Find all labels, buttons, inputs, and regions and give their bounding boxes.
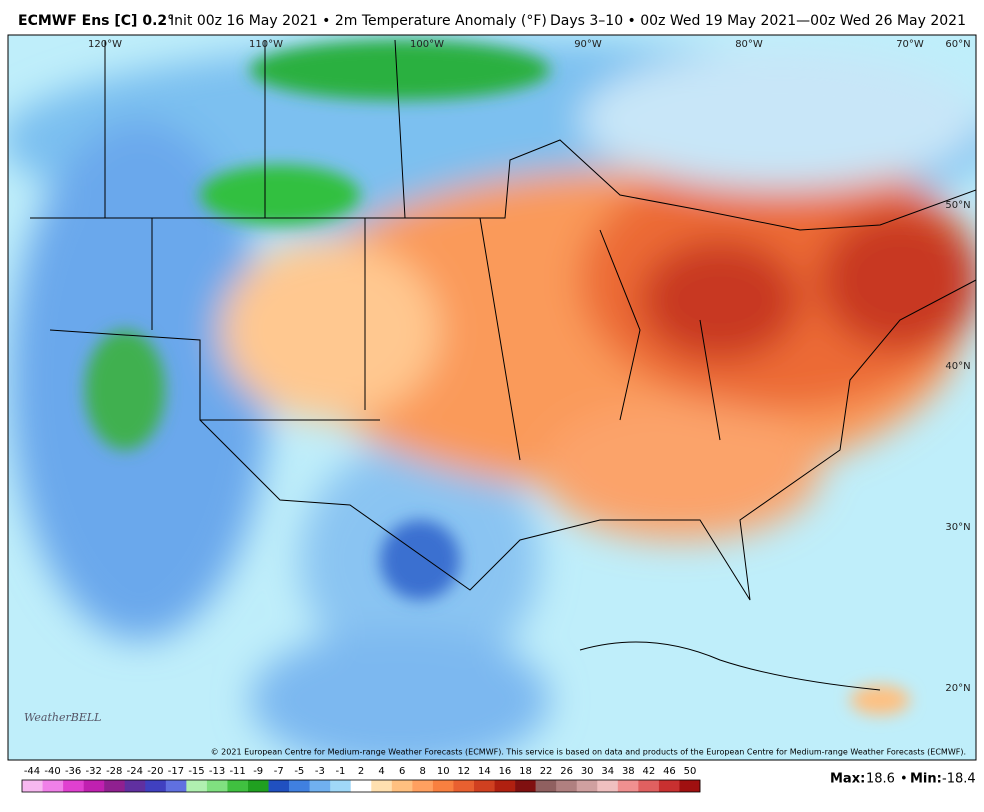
colorbar-cell (535, 780, 557, 792)
colorbar-cell (658, 780, 680, 792)
colorbar-cell (206, 780, 228, 792)
colorbar-label: 18 (519, 766, 532, 777)
longitude-label: 70°W (896, 39, 924, 50)
colorbar-cell (42, 780, 64, 792)
colorbar-label: -44 (24, 766, 40, 777)
colorbar-label: -3 (315, 766, 325, 777)
colorbar-cell (432, 780, 454, 792)
colorbar-cell (391, 780, 413, 792)
borders (30, 39, 976, 691)
colorbar-label: -11 (229, 766, 245, 777)
colorbar-label: -15 (188, 766, 204, 777)
stats-separator: • (900, 772, 908, 787)
colorbar-cell (63, 780, 84, 792)
colorbar-cell (227, 780, 249, 792)
anomaly-field (8, 40, 976, 760)
colorbar-label: 10 (437, 766, 450, 777)
colorbar: -44 -40 -36 -32 -28 -24 -20 -17 -15 -13 -11 -9 -7 -5-… (21, 766, 701, 793)
longitude-label: 120°W (88, 39, 122, 50)
colorbar-label: -24 (127, 766, 143, 777)
colorbar-cell (576, 780, 598, 792)
colorbar-cell (556, 780, 578, 792)
min-label: Min: (910, 772, 942, 787)
colorbar-cell (617, 780, 639, 792)
colorbar-label: -28 (106, 766, 122, 777)
colorbar-label: 8 (420, 766, 426, 777)
latitude-label: 30°N (945, 522, 970, 533)
colorbar-label: -32 (86, 766, 102, 777)
title: ECMWF Ens [C] 0.2° (18, 13, 174, 29)
colorbar-cell (309, 780, 331, 792)
colorbar-label: 6 (399, 766, 405, 777)
colorbar-cell (124, 780, 146, 792)
colorbar-label: 26 (560, 766, 573, 777)
colorbar-cell (145, 780, 167, 792)
colorbar-label: 12 (457, 766, 470, 777)
graticule-labels: 120°W 110°W 100°W 90°W 80°W 70°W 60°N 50°N 40°N 3… (88, 39, 971, 694)
colorbar-cell (22, 780, 43, 792)
latitude-label: 60°N (945, 39, 970, 50)
longitude-label: 80°W (735, 39, 763, 50)
colorbar-label: -20 (147, 766, 163, 777)
colorbar-cell (412, 780, 434, 792)
latitude-label: 20°N (945, 683, 970, 694)
cold-pockets (85, 40, 910, 715)
longitude-label: 100°W (410, 39, 444, 50)
colorbar-label: 34 (601, 766, 614, 777)
latitude-label: 40°N (945, 361, 970, 372)
colorbar-label: -5 (294, 766, 304, 777)
colorbar-label: 2 (358, 766, 364, 777)
colorbar-label: -36 (65, 766, 81, 777)
colorbar-cell (186, 780, 208, 792)
longitude-label: 90°W (574, 39, 602, 50)
logo: WeatherBELL (24, 711, 101, 724)
colorbar-cell (268, 780, 290, 792)
colorbar-label: -7 (274, 766, 284, 777)
colorbar-cell (330, 780, 352, 792)
colorbar-label: 42 (643, 766, 656, 777)
colorbar-cell (515, 780, 536, 792)
colorbar-label: -1 (335, 766, 345, 777)
colorbar-label: 50 (684, 766, 697, 777)
map-frame (7, 34, 977, 761)
max-value: 18.6 (866, 772, 895, 787)
colorbar-cell (83, 780, 105, 792)
colorbar-cell (597, 780, 619, 792)
min-value: -18.4 (942, 772, 976, 787)
colorbar-cell (350, 780, 372, 792)
colorbar-label: -13 (209, 766, 225, 777)
map (8, 35, 976, 760)
colorbar-label: 46 (663, 766, 676, 777)
colorbar-cell (679, 780, 701, 792)
colorbar-label: -9 (253, 766, 263, 777)
colorbar-cell (494, 780, 516, 792)
colorbar-cell (474, 780, 495, 792)
max-label: Max: (830, 772, 865, 787)
colorbar-cell (453, 780, 475, 792)
colorbar-cell (289, 780, 310, 792)
colorbar-label: -17 (168, 766, 184, 777)
colorbar-label: 22 (540, 766, 553, 777)
colorbar-label: 14 (478, 766, 491, 777)
colorbar-label: 16 (499, 766, 512, 777)
colorbar-label: 30 (581, 766, 594, 777)
colorbar-label: 4 (378, 766, 384, 777)
longitude-label: 110°W (249, 39, 283, 50)
latitude-label: 50°N (945, 200, 970, 211)
copyright: © 2021 European Centre for Medium-range … (211, 748, 966, 757)
colorbar-cell (165, 780, 187, 792)
colorbar-frame (21, 779, 701, 793)
colorbar-label: 38 (622, 766, 635, 777)
colorbar-label: -40 (44, 766, 60, 777)
colorbar-cell (371, 780, 393, 792)
colorbar-cell (638, 780, 660, 792)
subtitle: Init 00z 16 May 2021 • 2m Temperature An… (170, 13, 547, 29)
colorbar-cell (248, 780, 269, 792)
colorbar-cell (104, 780, 126, 792)
period: Days 3–10 • 00z Wed 19 May 2021—00z Wed … (550, 13, 966, 29)
